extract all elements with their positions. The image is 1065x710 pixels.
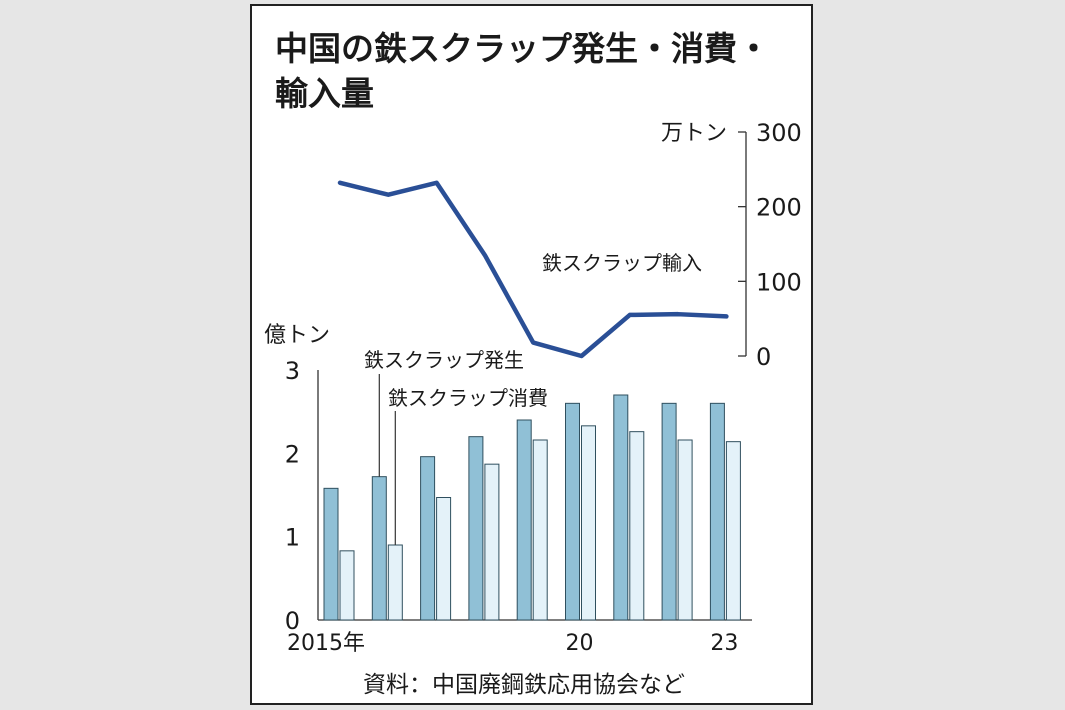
bar-generation [371,476,387,621]
line-y-tick-label: 0 [756,343,771,371]
bar-consumption [436,497,452,621]
bar-consumption [387,544,403,621]
bar-consumption [629,431,645,621]
bar-generation [468,436,484,621]
x-tick-label: 20 [566,631,594,656]
chart-svg: 中国の鉄スクラップ発生・消費・ 輸入量 万トン 億トン 鉄スクラップ輸入 鉄スク… [264,29,802,698]
line-unit-label: 万トン [661,121,727,146]
bar-generation [613,394,629,621]
bar-y-tick-label: 1 [285,524,300,552]
line-y-tick-label: 100 [756,268,802,296]
bar-generation [709,402,725,621]
bar-generation [420,456,436,621]
bar-consumption [484,463,500,621]
chart-title-line2: 輸入量 [275,74,374,113]
line-series-import [337,180,729,359]
bar-consumption [532,439,548,621]
bar-y-tick-label: 3 [285,357,300,385]
bar-consumption [725,441,741,621]
bar-generation [323,487,339,621]
bar-y-tick-label: 2 [285,440,300,468]
line-series-label: 鉄スクラップ輸入 [542,251,702,275]
x-tick-label: 23 [710,631,738,656]
bar-consumption-legend: 鉄スクラップ消費 [388,386,548,410]
line-y-tick-label: 300 [756,119,802,147]
bar-generation [565,402,580,621]
bar-consumption [677,439,693,621]
bar-consumption [581,425,596,621]
bar-generation-legend: 鉄スクラップ発生 [364,348,524,372]
bar-consumption [339,550,355,621]
x-tick-label: 2015年 [287,631,365,656]
bar-generation [516,419,532,621]
line-y-tick-label: 200 [756,194,802,222]
source-note: 資料：中国廃鋼鉄応用協会など [363,672,685,698]
bar-generation [661,402,677,621]
chart-panel: 中国の鉄スクラップ発生・消費・ 輸入量 万トン 億トン 鉄スクラップ輸入 鉄スク… [250,4,813,705]
bar-y-tick-label: 0 [285,607,300,635]
bar-unit-label: 億トン [264,323,330,348]
chart-title-line1: 中国の鉄スクラップ発生・消費・ [275,29,770,68]
